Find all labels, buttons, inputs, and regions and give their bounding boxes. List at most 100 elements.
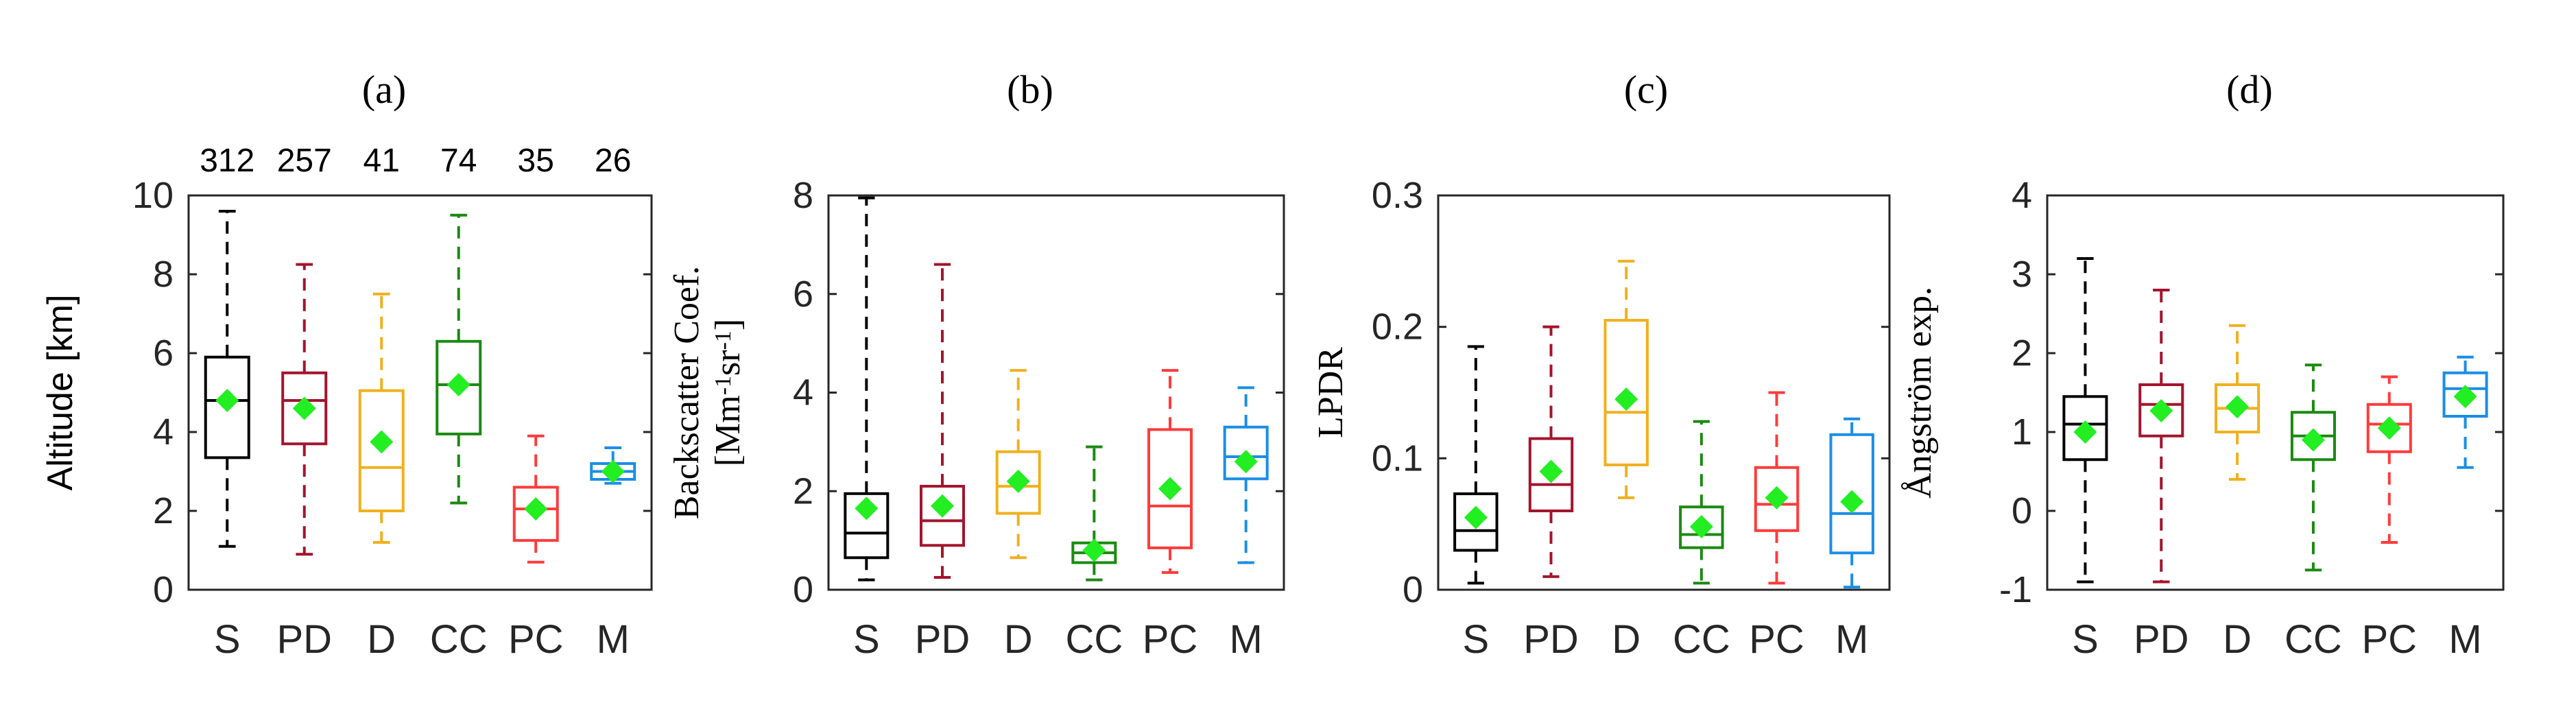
axes-frame bbox=[2046, 194, 2505, 591]
box-D bbox=[358, 292, 405, 544]
box-PD bbox=[2138, 289, 2184, 584]
panel-title: (a) bbox=[362, 67, 406, 112]
panel-title: (b) bbox=[1007, 67, 1053, 112]
mean-marker bbox=[1614, 387, 1638, 411]
mean-marker bbox=[1689, 515, 1713, 538]
mean-marker bbox=[524, 497, 548, 521]
box-CC bbox=[2290, 363, 2336, 572]
box-S bbox=[1453, 345, 1499, 585]
sample-count-label: 257 bbox=[277, 143, 332, 179]
chart-panel-1: (a) 312 257 41 74 35 26 0 2 4 6 8 10 S PD D CC PC M Altitud… bbox=[40, 67, 653, 662]
panel-title: (d) bbox=[2226, 67, 2273, 112]
x-category-label: PC bbox=[2361, 617, 2417, 662]
mean-marker bbox=[1158, 477, 1182, 501]
box-PD bbox=[920, 263, 965, 579]
mean-marker bbox=[931, 494, 954, 518]
axes-frame bbox=[1437, 194, 1891, 591]
iqr-box bbox=[1147, 428, 1193, 549]
y-tick-label: 2 bbox=[2012, 333, 2032, 374]
mean-marker bbox=[2301, 428, 2325, 452]
x-category-label: S bbox=[1462, 617, 1489, 662]
unit-superscript: -1 bbox=[711, 376, 736, 395]
panel-title: (c) bbox=[1624, 67, 1668, 112]
iqr-box bbox=[2062, 395, 2108, 462]
y-tick-label: 10 bbox=[132, 175, 174, 216]
x-category-label: M bbox=[2448, 617, 2481, 662]
x-category-label: CC bbox=[2285, 617, 2342, 662]
mean-marker bbox=[2149, 398, 2173, 422]
mean-marker bbox=[2073, 420, 2097, 444]
axes-frame bbox=[187, 194, 653, 591]
box-PC bbox=[512, 434, 559, 564]
chart-panel-3: (c) 0 0.1 0.2 0.3 S PD D CC PC M LPDR bbox=[1311, 67, 1891, 662]
x-category-label: S bbox=[214, 617, 241, 662]
sample-count-label: 41 bbox=[363, 143, 400, 179]
x-category-label: PD bbox=[1523, 617, 1579, 662]
iqr-box bbox=[512, 486, 559, 542]
box-M bbox=[2442, 355, 2488, 469]
y-tick-label: 4 bbox=[793, 372, 813, 414]
mean-marker bbox=[1006, 469, 1030, 493]
box-PC bbox=[1147, 369, 1193, 574]
x-category-label: S bbox=[853, 617, 880, 662]
sample-count-label: 35 bbox=[518, 143, 554, 179]
iqr-box bbox=[1223, 425, 1269, 481]
x-category-label: PD bbox=[2134, 617, 2189, 662]
iqr-box bbox=[2442, 371, 2488, 418]
x-category-label: CC bbox=[1065, 617, 1123, 662]
y-tick-label: 0 bbox=[153, 569, 174, 610]
mean-marker bbox=[855, 496, 879, 520]
box-PD bbox=[281, 263, 328, 556]
box-PC bbox=[1754, 391, 1800, 585]
mean-marker bbox=[1464, 505, 1488, 529]
mean-marker bbox=[2453, 385, 2477, 409]
iqr-box bbox=[995, 450, 1041, 515]
x-category-label: D bbox=[1004, 617, 1033, 662]
sample-count-label: 26 bbox=[595, 143, 631, 179]
x-category-label: PD bbox=[276, 617, 332, 662]
iqr-box bbox=[1754, 466, 1800, 532]
x-category-label: D bbox=[367, 617, 396, 662]
y-tick-label: 4 bbox=[2012, 175, 2032, 216]
iqr-box bbox=[358, 389, 405, 512]
y-tick-label: 0.3 bbox=[1372, 175, 1423, 216]
x-category-label: D bbox=[1612, 617, 1641, 662]
box-D bbox=[1603, 259, 1649, 499]
x-category-label: PC bbox=[508, 617, 564, 662]
box-CC bbox=[436, 213, 482, 505]
x-category-label: M bbox=[1835, 617, 1868, 662]
y-tick-label: 4 bbox=[153, 411, 174, 453]
y-tick-label: 0 bbox=[1403, 569, 1423, 610]
box-CC bbox=[1071, 445, 1117, 582]
box-S bbox=[204, 210, 250, 548]
iqr-box bbox=[2138, 383, 2184, 438]
box-S bbox=[2062, 257, 2108, 584]
mean-marker bbox=[2226, 395, 2250, 419]
unit-text: ] bbox=[708, 319, 748, 331]
box-CC bbox=[1679, 420, 1724, 585]
mean-marker bbox=[2377, 416, 2401, 440]
unit-text: [Mm bbox=[708, 395, 748, 466]
x-category-label: M bbox=[1230, 617, 1263, 662]
x-category-label: PC bbox=[1143, 617, 1198, 662]
iqr-box bbox=[1679, 505, 1724, 549]
y-axis-label: Altitude [km] bbox=[40, 294, 80, 490]
y-tick-label: 0.2 bbox=[1372, 307, 1423, 348]
y-axis-label: Ångström exp. bbox=[1900, 287, 1939, 499]
y-tick-label: 2 bbox=[153, 490, 174, 531]
y-tick-label: 8 bbox=[793, 175, 813, 216]
box-M bbox=[1223, 386, 1269, 564]
y-tick-label: 0.1 bbox=[1372, 438, 1423, 479]
iqr-box bbox=[281, 371, 328, 446]
iqr-box bbox=[204, 355, 250, 459]
sample-count-label: 312 bbox=[200, 143, 254, 179]
iqr-box bbox=[920, 485, 965, 547]
mean-marker bbox=[1082, 538, 1106, 562]
x-category-label: S bbox=[2072, 617, 2099, 662]
x-category-label: M bbox=[597, 617, 630, 662]
mean-marker bbox=[1765, 486, 1789, 510]
y-axis-label: LPDR bbox=[1311, 347, 1350, 438]
mean-marker bbox=[1840, 490, 1864, 514]
y-tick-label: 3 bbox=[2012, 254, 2032, 295]
